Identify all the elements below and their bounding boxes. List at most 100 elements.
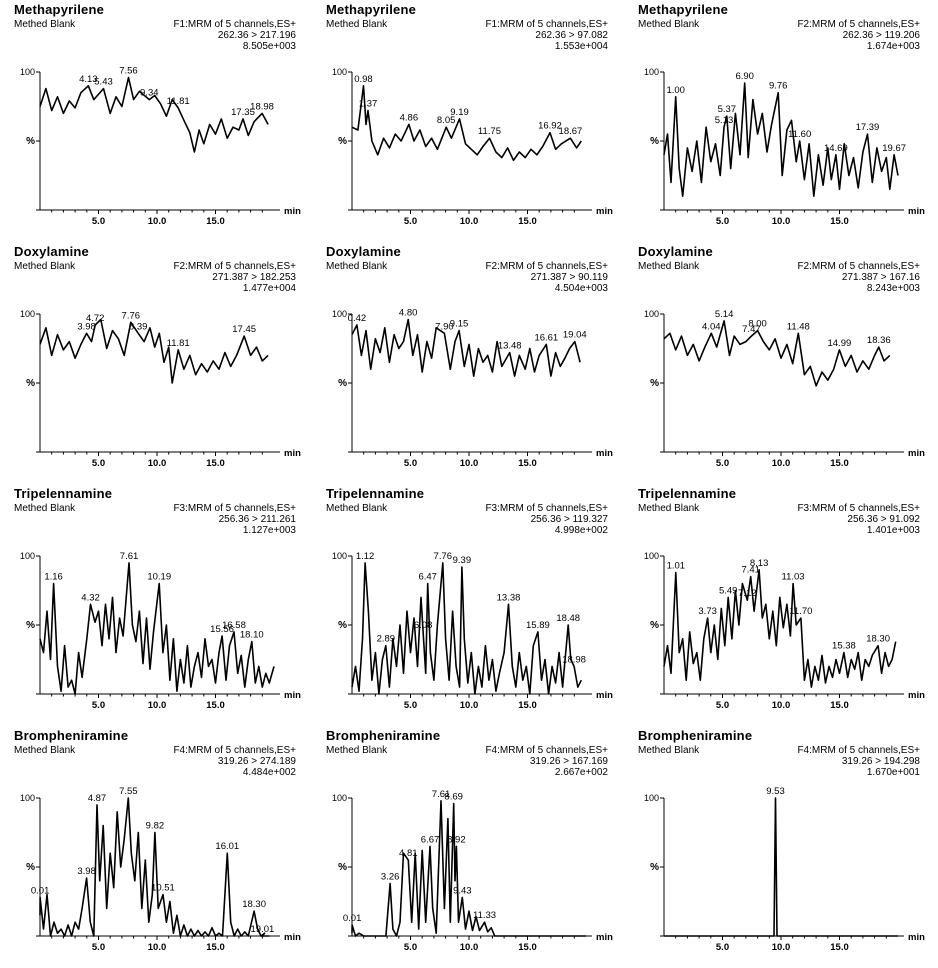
chromatogram-plot: 100% 5.0 10.0 15.0 min 1.16 4.32 7.61 10.19 15.56…	[20, 551, 301, 711]
mrm-function: F1:MRM of 5 channels,ES+	[485, 19, 608, 30]
mrm-transition: 271.387 > 182.253	[212, 272, 296, 283]
x-tick-label: 15.0	[830, 942, 849, 953]
compound-name: Brompheniramine	[14, 728, 129, 743]
mrm-transition: 319.26 > 167.169	[529, 756, 608, 767]
peak-retention-label: 9.39	[453, 555, 472, 566]
mrm-transition: 271.387 > 167.16	[841, 272, 920, 283]
x-tick-label: 5.0	[716, 942, 729, 953]
mrm-function: F4:MRM of 5 channels,ES+	[173, 745, 296, 756]
y-tick-label: 100	[20, 551, 35, 561]
chromatogram-trace	[664, 797, 898, 937]
peak-retention-label: 11.81	[167, 338, 190, 349]
peak-retention-label: 9.15	[450, 319, 469, 330]
y-axis-label: %	[338, 862, 347, 873]
y-tick-label: 100	[644, 793, 659, 803]
peak-retention-label: 9.43	[453, 885, 472, 896]
peak-retention-label: 7.56	[119, 66, 138, 77]
peak-retention-label: 17.45	[232, 324, 256, 335]
intensity-scale: 4.504e+003	[554, 283, 608, 294]
peak-retention-label: 4.04	[702, 321, 721, 332]
mrm-function: F1:MRM of 5 channels,ES+	[173, 19, 296, 30]
peak-retention-label: 10.51	[151, 883, 175, 894]
mrm-function: F3:MRM of 5 channels,ES+	[797, 503, 920, 514]
peak-retention-label: 0.98	[354, 74, 373, 85]
x-tick-label: 5.0	[716, 458, 729, 469]
chromatogram-trace	[351, 800, 586, 937]
intensity-scale: 1.127e+003	[242, 525, 296, 536]
peak-retention-label: 3.26	[381, 872, 400, 883]
compound-name: Brompheniramine	[638, 728, 753, 743]
y-axis-label: %	[338, 620, 347, 631]
peak-retention-label: 16.61	[534, 332, 558, 343]
peak-retention-label: 7.76	[434, 551, 453, 562]
sample-name: Methed Blank	[14, 261, 76, 272]
x-tick-label: 15.0	[206, 942, 225, 953]
chromatogram-trace	[39, 318, 269, 384]
peak-retention-label: 0.01	[31, 885, 50, 896]
peak-retention-label: 7.61	[120, 551, 139, 562]
peak-retention-label: 16.58	[222, 620, 246, 631]
peak-retention-label: 4.86	[400, 112, 419, 123]
x-axis-unit-label: min	[284, 932, 301, 943]
chromatogram-plot: 100% 5.0 10.0 15.0 min 1.01 3.735.49 7.12 7.418.…	[644, 551, 925, 711]
x-axis-unit-label: min	[284, 448, 301, 459]
mrm-transition: 256.36 > 119.327	[530, 514, 608, 525]
x-tick-label: 15.0	[518, 458, 537, 469]
peak-retention-label: 9.76	[769, 81, 788, 92]
x-tick-label: 15.0	[206, 458, 225, 469]
peak-retention-label: 4.81	[399, 848, 418, 859]
peak-retention-label: 13.38	[497, 592, 521, 603]
peak-retention-label: 11.03	[782, 572, 805, 583]
peak-retention-label: 18.30	[866, 634, 890, 645]
intensity-scale: 1.477e+004	[242, 283, 296, 294]
peak-retention-label: 8.00	[748, 319, 767, 330]
mrm-function: F4:MRM of 5 channels,ES+	[797, 745, 920, 756]
chromatogram-trace	[663, 320, 891, 387]
peak-retention-label: 7.41	[741, 565, 760, 576]
y-tick-label: 100	[332, 67, 347, 77]
peak-retention-label: 6.67	[421, 834, 440, 845]
x-tick-label: 10.0	[148, 216, 167, 227]
x-tick-label: 5.0	[404, 216, 417, 227]
compound-name: Tripelennamine	[326, 486, 425, 501]
peak-retention-label: 3.98	[77, 321, 96, 332]
peak-retention-label: 1.16	[44, 572, 63, 583]
peak-retention-label: 7.61	[432, 789, 451, 800]
y-axis-label: %	[650, 378, 659, 389]
peak-retention-label: 17.39	[856, 122, 880, 133]
chromatogram-panel: 100% 5.0 10.0 15.0 min 0.42 4.80 7.90 9.15 13.48 1…	[316, 242, 628, 484]
chromatogram-panel: 100% 5.0 10.0 15.0 min 9.53 Brompheniramine Met…	[628, 726, 938, 968]
chromatogram-plot: 100% 5.0 10.0 15.0 min 3.984.72 7.768.39 11.81 1…	[20, 309, 301, 469]
x-tick-label: 15.0	[518, 700, 537, 711]
intensity-scale: 8.505e+003	[242, 41, 296, 52]
chromatogram-plot: 100% 5.0 10.0 15.0 min 1.00 5.135.37 6.90 9.76 11…	[644, 67, 925, 227]
peak-retention-label: 18.67	[559, 126, 583, 137]
peak-retention-label: 1.00	[666, 85, 685, 96]
sample-name: Methed Blank	[14, 19, 76, 30]
peak-retention-label: 18.36	[867, 335, 891, 346]
chromatogram-trace	[663, 569, 897, 688]
x-tick-label: 5.0	[404, 942, 417, 953]
intensity-scale: 2.667e+002	[554, 767, 608, 778]
mrm-transition: 262.36 > 119.206	[842, 30, 920, 41]
x-tick-label: 10.0	[772, 216, 791, 227]
sample-name: Methed Blank	[638, 19, 700, 30]
compound-name: Doxylamine	[638, 244, 713, 259]
peak-retention-label: 15.89	[526, 620, 550, 631]
chromatogram-panel: 100% 5.0 10.0 15.0 min 0.01 3.26 4.81 6.67 7.61 8.…	[316, 726, 628, 968]
peak-retention-label: 9.19	[450, 107, 469, 118]
x-tick-label: 5.0	[92, 216, 105, 227]
peak-retention-label: 11.70	[789, 606, 812, 617]
intensity-scale: 1.553e+004	[554, 41, 608, 52]
x-tick-label: 15.0	[206, 216, 225, 227]
mrm-function: F2:MRM of 5 channels,ES+	[173, 261, 296, 272]
x-axis-unit-label: min	[908, 206, 925, 217]
mrm-function: F4:MRM of 5 channels,ES+	[485, 745, 608, 756]
peak-retention-label: 5.13	[715, 115, 734, 126]
x-tick-label: 10.0	[148, 700, 167, 711]
peak-retention-label: 1.12	[356, 551, 375, 562]
peak-retention-label: 11.81	[167, 96, 190, 107]
peak-retention-label: 5.43	[94, 77, 113, 88]
y-axis-label: %	[26, 136, 35, 147]
chromatogram-plot: 100% 5.0 10.0 15.0 min 0.42 4.80 7.909.15 13.48 1…	[332, 308, 613, 469]
